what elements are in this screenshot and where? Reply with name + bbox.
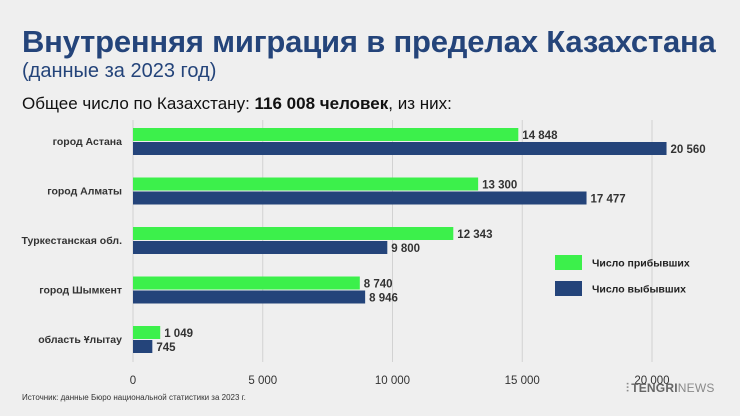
bar-departed: [133, 290, 366, 304]
bar-arrived: [133, 326, 161, 339]
data-label: 8 740: [364, 279, 393, 291]
bar-departed: [133, 191, 587, 205]
bar-departed: [133, 142, 667, 155]
x-tick-label: 15 000: [505, 375, 540, 387]
data-label: 14 848: [522, 130, 558, 142]
bar-arrived: [133, 227, 454, 240]
data-label: 17 477: [591, 194, 626, 206]
logo-mark-icon: ⫶: [626, 381, 630, 395]
logo-text-news: NEWS: [677, 381, 715, 395]
data-label: 745: [156, 342, 176, 354]
data-label: 8 946: [369, 293, 398, 305]
x-tick-label: 5 000: [248, 375, 277, 387]
legend-swatch: [555, 281, 582, 296]
bar-arrived: [133, 276, 360, 290]
total-summary: Общее число по Казахстану: 116 008 челов…: [22, 94, 452, 114]
data-label: 20 560: [671, 144, 706, 156]
legend-label: Число прибывших: [592, 258, 690, 270]
chart-title: Внутренняя миграция в пределах Казахстан…: [22, 24, 716, 59]
category-label: Туркестанская обл.: [22, 235, 123, 247]
total-suffix: , из них:: [388, 94, 452, 113]
x-tick-label: 20 000: [634, 375, 669, 387]
bar-departed: [133, 340, 153, 353]
legend-swatch: [555, 255, 582, 270]
total-value: 116 008 человек: [254, 94, 389, 113]
bar-arrived: [133, 128, 519, 141]
bar-departed: [133, 241, 388, 254]
data-label: 9 800: [391, 243, 420, 255]
legend-label: Число выбывших: [592, 284, 686, 296]
category-label: город Алматы: [47, 186, 122, 198]
data-label: 13 300: [482, 180, 517, 192]
x-tick-label: 10 000: [375, 375, 410, 387]
total-prefix: Общее число по Казахстану:: [22, 94, 255, 113]
tengri-news-logo: ⫶ TENGRINEWS: [626, 381, 715, 396]
category-label: город Шымкент: [39, 285, 122, 297]
data-label: 12 343: [457, 229, 492, 241]
source-note: Источник: данные Бюро национальной стати…: [22, 393, 246, 402]
category-label: область Ұлытау: [38, 334, 122, 346]
bar-arrived: [133, 177, 479, 191]
chart-subtitle: (данные за 2023 год): [22, 60, 217, 82]
logo-text-tengri: TENGRI: [631, 381, 678, 395]
x-tick-label: 0: [130, 375, 136, 387]
category-label: город Астана: [53, 136, 123, 148]
data-label: 1 049: [164, 328, 193, 340]
